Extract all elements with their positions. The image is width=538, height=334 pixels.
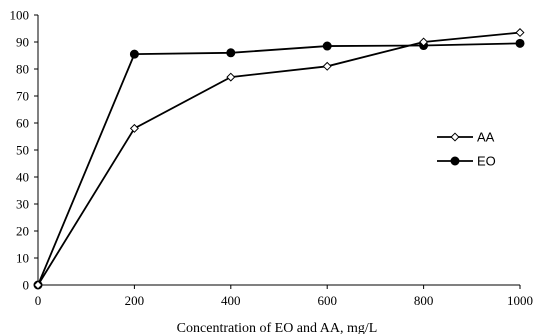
series-aa-point [129, 123, 139, 133]
legend-label-eo: EO [477, 154, 496, 169]
y-axis-ticks: 0 10 20 30 40 50 60 70 80 90 100 [10, 8, 38, 293]
y-tick-label: 60 [16, 116, 29, 131]
series-eo-point [129, 49, 139, 59]
y-tick-label: 100 [10, 8, 30, 23]
legend-item-eo: EO [437, 154, 496, 169]
series-eo-line [37, 42, 521, 286]
legend-swatch-marker [450, 132, 460, 142]
legend-label-aa: AA [477, 130, 495, 145]
y-tick-label: 10 [16, 251, 29, 266]
y-tick-label: 80 [16, 62, 29, 77]
series-aa-point [419, 37, 429, 47]
legend: AA EO [437, 130, 496, 169]
series-aa-point [322, 61, 332, 71]
axes [37, 15, 520, 286]
x-tick-label: 600 [317, 293, 337, 308]
x-tick-label: 800 [414, 293, 434, 308]
y-tick-label: 30 [16, 197, 29, 212]
series-layer [33, 28, 525, 290]
legend-item-aa: AA [437, 130, 495, 145]
y-tick-label: 20 [16, 224, 29, 239]
series-aa-point [226, 72, 236, 82]
series-aa-point [515, 28, 525, 38]
x-axis-title: Concentration of EO and AA, mg/L [177, 321, 378, 334]
series-aa-line [37, 31, 521, 286]
legend-swatch-marker [450, 156, 460, 166]
y-tick-label: 40 [16, 170, 29, 185]
series-eo-point [226, 48, 236, 58]
series-aa [33, 28, 525, 290]
x-tick-label: 1000 [507, 293, 533, 308]
y-tick-label: 50 [16, 143, 29, 158]
x-tick-label: 200 [125, 293, 145, 308]
series-aa-point [33, 280, 43, 290]
y-tick-label: 0 [23, 278, 30, 293]
x-tick-label: 0 [35, 293, 42, 308]
series-eo-point [515, 38, 525, 48]
series-eo [33, 38, 525, 290]
series-eo-point [322, 41, 332, 51]
x-axis-ticks: 0 200 400 600 800 1000 [35, 285, 533, 308]
y-tick-label: 90 [16, 35, 29, 50]
y-tick-label: 70 [16, 89, 29, 104]
x-tick-label: 400 [221, 293, 241, 308]
